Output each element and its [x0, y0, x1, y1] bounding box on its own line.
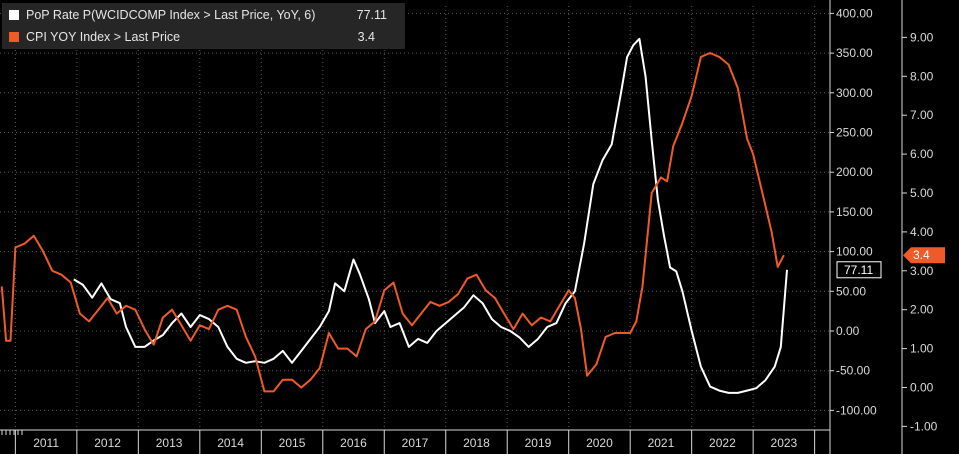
x-tick-label: 2014 [217, 436, 244, 450]
legend: PoP Rate P(WCIDCOMP Index > Last Price, … [2, 3, 405, 49]
x-tick-label: 2023 [771, 436, 798, 450]
left-tick-label: 400.00 [836, 6, 873, 20]
x-tick-label: 2019 [525, 436, 552, 450]
left-tick-label: 150.00 [836, 205, 873, 219]
left-tick-label: 300.00 [836, 86, 873, 100]
x-tick-label: 2011 [33, 436, 59, 450]
right-tick-label: 2.00 [910, 303, 934, 317]
x-tick-label: 2018 [463, 436, 490, 450]
x-tick-label: 2020 [586, 436, 613, 450]
legend-label: PoP Rate P(WCIDCOMP Index > Last Price, … [26, 8, 316, 22]
right-tick-label: 4.00 [910, 225, 934, 239]
right-tick-label: 5.00 [910, 186, 934, 200]
right-tick-label: 0.00 [910, 381, 934, 395]
x-axis: 2011 2012 2013 2014 2015 2016 2017 2018 2019 2020… [0, 429, 830, 454]
badge-cpi-value: 3.4 [913, 248, 930, 262]
right-tick-label: 3.00 [910, 264, 934, 278]
series-line-cpi [0, 52, 785, 393]
left-tick-label: 250.00 [836, 126, 873, 140]
x-tick-label: 2013 [156, 436, 183, 450]
x-tick-label: 2017 [402, 436, 429, 450]
x-tick-label: 2021 [648, 436, 675, 450]
series-line-pop-rate [73, 37, 788, 394]
gridlines [0, 6, 830, 430]
left-tick-label: 350.00 [836, 46, 873, 60]
badge-cpi-box [903, 247, 945, 264]
right-tick-label: 6.00 [910, 147, 934, 161]
series-lines [0, 37, 788, 394]
badge-pop-rate-value: 77.11 [844, 263, 873, 277]
badge-pop-rate-box [836, 261, 882, 279]
left-tick-label: 200.00 [836, 165, 873, 179]
right-tick-label: 7.00 [910, 108, 934, 122]
left-tick-label: 100.00 [836, 245, 873, 259]
legend-value: 77.11 [356, 8, 387, 22]
right-tick-label: 8.00 [910, 69, 934, 83]
right-y-axis: 9.00 8.00 7.00 6.00 5.00 4.00 3.00 2.00 1.00 0.00… [901, 0, 938, 454]
legend-swatch-orange [9, 32, 19, 42]
x-tick-label: 2015 [279, 436, 306, 450]
legend-label: CPI YOY Index > Last Price [26, 30, 181, 44]
x-tick-label: 2022 [709, 436, 736, 450]
legend-entry-pop-rate[interactable]: PoP Rate P(WCIDCOMP Index > Last Price, … [2, 5, 405, 25]
x-tick-label: 2016 [340, 436, 367, 450]
left-tick-label: 50.00 [836, 284, 866, 298]
right-tick-label: 9.00 [910, 30, 934, 44]
left-y-axis: 400.00 350.00 300.00 250.00 200.00 150.00 100.… [829, 0, 877, 454]
legend-swatch-white [9, 10, 19, 20]
right-tick-label: 1.00 [910, 342, 934, 356]
right-tick-label: -1.00 [910, 419, 938, 433]
left-tick-label: 0.00 [836, 324, 860, 338]
last-value-badges: 77.11 3.4 [836, 247, 945, 279]
legend-entry-cpi[interactable]: CPI YOY Index > Last Price 3.4 [2, 27, 405, 47]
left-tick-label: -100.00 [836, 403, 877, 417]
left-tick-label: -50.00 [836, 364, 870, 378]
legend-value: 3.4 [357, 30, 375, 44]
x-tick-label: 2012 [94, 436, 121, 450]
